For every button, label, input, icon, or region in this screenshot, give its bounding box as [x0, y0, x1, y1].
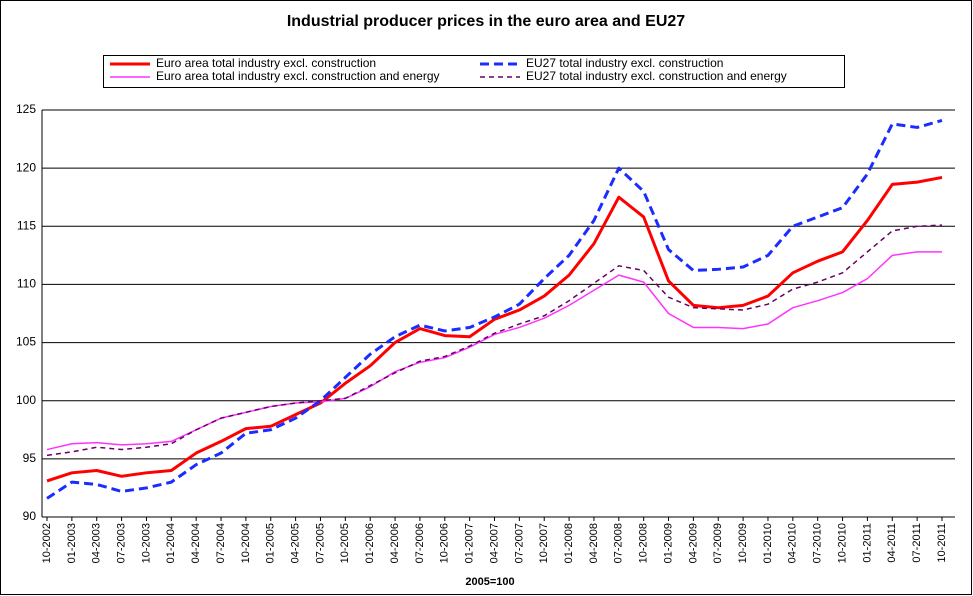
x-tick-label: 04-2007 — [488, 523, 500, 563]
x-tick-label: 10-2006 — [439, 523, 451, 563]
x-tick-label: 10-2008 — [638, 523, 650, 563]
x-tick-label: 10-2009 — [737, 523, 749, 563]
x-tick-label: 04-2006 — [389, 523, 401, 563]
x-tick-label: 04-2004 — [190, 523, 202, 563]
x-tick-label: 10-2011 — [936, 523, 948, 563]
y-tick-label: 95 — [23, 451, 37, 465]
chart-title: Industrial producer prices in the euro a… — [287, 13, 685, 30]
legend-label: Euro area total industry excl. construct… — [156, 56, 376, 70]
legend-label: EU27 total industry excl. construction a… — [526, 69, 787, 83]
series-line — [46, 119, 943, 500]
x-tick-label: 07-2005 — [314, 523, 326, 563]
x-tick-label: 01-2005 — [265, 523, 277, 563]
x-tick-label: 10-2005 — [339, 523, 351, 563]
y-tick-label: 100 — [16, 393, 36, 407]
x-tick-label: 04-2005 — [290, 523, 302, 563]
y-tick-label: 110 — [17, 277, 36, 291]
x-tick-label: 07-2008 — [613, 523, 625, 563]
x-tick-label: 07-2011 — [911, 523, 923, 563]
y-tick-label: 115 — [17, 218, 36, 232]
series-line — [46, 175, 943, 483]
x-tick-label: 10-2010 — [836, 523, 848, 563]
y-tick-label: 90 — [23, 509, 37, 523]
y-tick-label: 125 — [16, 102, 36, 116]
x-tick-label: 01-2003 — [66, 523, 78, 563]
x-tick-label: 04-2010 — [787, 523, 799, 563]
x-tick-label: 04-2009 — [687, 523, 699, 563]
x-tick-label: 04-2008 — [588, 523, 600, 563]
y-tick-label: 105 — [16, 335, 36, 349]
x-tick-label: 07-2009 — [712, 523, 724, 563]
x-tick-label: 01-2010 — [762, 523, 774, 563]
x-tick-label: 10-2003 — [140, 523, 152, 563]
x-tick-label: 10-2002 — [41, 523, 53, 563]
legend-box — [103, 55, 845, 88]
x-axis-label: 2005=100 — [465, 576, 514, 588]
x-tick-label: 01-2006 — [364, 523, 376, 563]
x-tick-label: 01-2004 — [165, 523, 177, 563]
series-line — [46, 224, 943, 457]
x-tick-label: 01-2008 — [563, 523, 575, 563]
legend-label: EU27 total industry excl. construction — [526, 56, 723, 70]
x-tick-label: 07-2007 — [513, 523, 525, 563]
x-tick-label: 10-2004 — [240, 523, 252, 563]
x-tick-label: 01-2009 — [662, 523, 674, 563]
x-tick-label: 10-2007 — [538, 523, 550, 563]
x-tick-label: 07-2010 — [812, 523, 824, 563]
x-tick-label: 07-2003 — [115, 523, 127, 563]
x-tick-label: 01-2011 — [861, 523, 873, 563]
legend-label: Euro area total industry excl. construct… — [156, 69, 440, 83]
x-tick-label: 04-2011 — [886, 523, 898, 563]
x-tick-label: 07-2004 — [215, 523, 227, 563]
y-tick-label: 120 — [16, 160, 36, 174]
x-tick-label: 04-2003 — [91, 523, 103, 563]
x-tick-label: 01-2007 — [464, 523, 476, 563]
x-tick-label: 07-2006 — [414, 523, 426, 563]
